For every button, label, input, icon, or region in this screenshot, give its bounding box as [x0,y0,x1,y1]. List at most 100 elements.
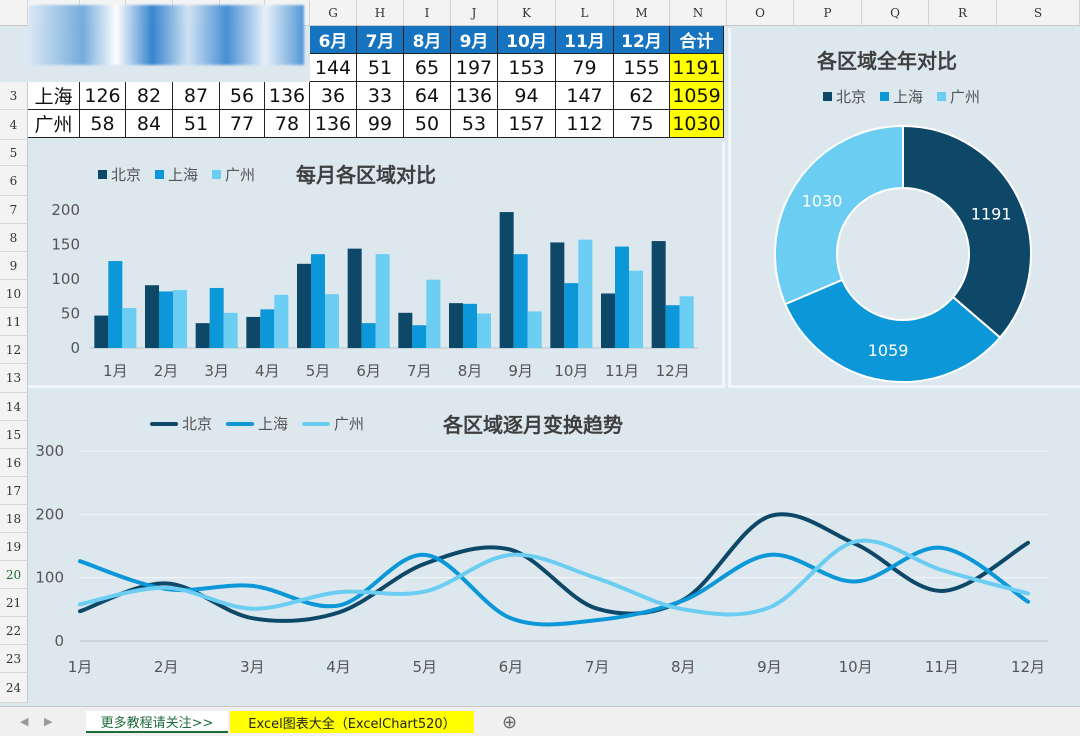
bar-guangzhou [122,307,137,348]
table-cell[interactable]: 136 [451,82,498,110]
table-cell[interactable]: 153 [498,54,556,82]
row-header[interactable]: 5 [0,140,28,166]
column-header[interactable]: L [556,0,614,26]
row-header[interactable]: 13 [0,364,28,393]
row-header[interactable]: 10 [0,280,28,308]
row-header[interactable]: 4 [0,110,28,140]
table-cell[interactable]: 112 [556,110,614,138]
column-header[interactable]: P [794,0,862,26]
table-cell[interactable]: 33 [357,82,404,110]
row-header[interactable]: 21 [0,589,28,617]
line-y-tick-label: 100 [35,569,64,587]
row-header[interactable]: 16 [0,449,28,477]
row-header[interactable]: 15 [0,421,28,449]
row-header[interactable]: 12 [0,336,28,364]
row-header[interactable]: 20 [0,561,28,589]
table-cell[interactable]: 82 [126,82,173,110]
table-cell[interactable]: 56 [220,82,265,110]
row-header[interactable]: 23 [0,645,28,673]
table-header-cell[interactable]: 合计 [670,26,724,54]
column-header[interactable]: R [929,0,997,26]
column-header[interactable]: N [670,0,727,26]
row-header[interactable]: 18 [0,505,28,533]
row-header[interactable]: 9 [0,252,28,280]
region-name-cell[interactable]: 上海 [28,82,80,110]
table-header-cell[interactable]: 9月 [451,26,498,54]
table-cell[interactable]: 99 [357,110,404,138]
prev-sheet-icon[interactable]: ◀ [20,715,29,728]
row-header[interactable]: 22 [0,617,28,645]
row-header[interactable]: 24 [0,673,28,703]
total-cell[interactable]: 1191 [670,54,724,82]
column-header[interactable]: O [727,0,794,26]
column-header[interactable]: J [451,0,498,26]
sheet-tab-follow[interactable]: 更多教程请关注>> [86,711,228,733]
sheet-tab-excel-charts[interactable]: Excel图表大全（ExcelChart520） [230,711,474,733]
line-chart[interactable]: 北京 上海 广州 各区域逐月变换趋势 0 100 200 300 1月 2月 3月 4月 5月 6… [28,391,1080,693]
next-sheet-icon[interactable]: ▶ [44,715,53,728]
table-header-cell[interactable]: 6月 [310,26,357,54]
table-cell[interactable]: 136 [265,82,310,110]
table-cell[interactable]: 58 [80,110,126,138]
donut-chart[interactable]: 各区域全年对比 北京 上海 广州 1191 1059 1030 [728,28,1080,388]
column-header[interactable]: G [310,0,357,26]
table-header-cell[interactable]: 8月 [404,26,451,54]
column-header[interactable]: M [614,0,670,26]
table-cell[interactable]: 136 [310,110,357,138]
legend-line [226,421,255,426]
table-cell[interactable]: 155 [614,54,670,82]
region-name-cell[interactable]: 广州 [28,110,80,138]
table-cell[interactable]: 36 [310,82,357,110]
column-header[interactable]: K [498,0,556,26]
donut-value-label: 1030 [802,191,843,210]
table-header-cell[interactable]: 7月 [357,26,404,54]
bar-beijing [550,242,565,348]
row-header[interactable]: 3 [0,82,28,110]
table-header-cell[interactable]: 11月 [556,26,614,54]
column-header[interactable]: S [997,0,1080,26]
table-cell[interactable]: 197 [451,54,498,82]
donut-slice-shanghai [783,278,1002,383]
table-cell[interactable]: 77 [220,110,265,138]
table-header-cell[interactable]: 10月 [498,26,556,54]
corner-cell[interactable] [0,0,28,26]
column-header[interactable]: Q [862,0,929,26]
table-cell[interactable]: 65 [404,54,451,82]
table-cell[interactable]: 51 [357,54,404,82]
row-header[interactable]: 14 [0,393,28,421]
row-header[interactable]: 6 [0,166,28,196]
row-header[interactable]: 11 [0,308,28,336]
table-cell[interactable]: 62 [614,82,670,110]
legend-line [302,421,331,426]
table-header-cell[interactable]: 12月 [614,26,670,54]
row-header[interactable]: 8 [0,224,28,252]
bar-shanghai [260,309,275,348]
column-header[interactable]: H [357,0,404,26]
table-cell[interactable]: 87 [173,82,220,110]
table-cell[interactable]: 144 [310,54,357,82]
table-cell[interactable]: 94 [498,82,556,110]
row-header[interactable]: 7 [0,196,28,224]
line-x-tick-label: 2月 [154,658,179,676]
table-cell[interactable]: 126 [80,82,126,110]
bar-chart[interactable]: 北京 上海 广州 每月各区域对比 0 50 100 150 200 1月 2月 3月 4月 5月 6… [28,142,725,388]
table-cell[interactable]: 79 [556,54,614,82]
bar-x-tick-label: 7月 [407,362,432,380]
table-cell[interactable]: 75 [614,110,670,138]
add-sheet-icon[interactable]: ⊕ [502,712,518,733]
column-header[interactable]: I [404,0,451,26]
table-cell[interactable]: 64 [404,82,451,110]
table-cell[interactable]: 147 [556,82,614,110]
table-cell[interactable]: 157 [498,110,556,138]
row-header[interactable]: 19 [0,533,28,561]
total-cell[interactable]: 1059 [670,82,724,110]
table-cell[interactable]: 50 [404,110,451,138]
table-cell[interactable]: 78 [265,110,310,138]
total-cell[interactable]: 1030 [670,110,724,138]
row-header[interactable]: 17 [0,477,28,505]
table-cell[interactable]: 51 [173,110,220,138]
legend-item-beijing: 北京 [823,86,866,107]
table-cell[interactable]: 84 [126,110,173,138]
table-cell[interactable]: 53 [451,110,498,138]
